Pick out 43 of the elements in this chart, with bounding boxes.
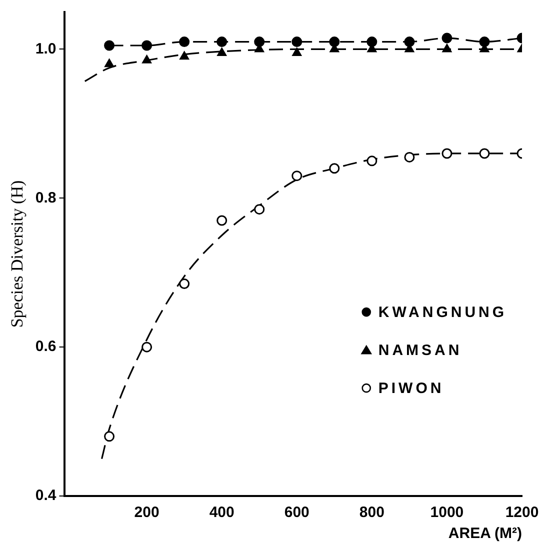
y-tick-label: 0.8 xyxy=(35,189,56,206)
legend-label: PIWON xyxy=(378,380,444,398)
point xyxy=(292,48,302,56)
x-tick-label: 400 xyxy=(209,504,234,522)
point xyxy=(292,170,302,182)
point xyxy=(329,36,340,48)
point xyxy=(217,48,226,56)
point xyxy=(104,40,115,51)
point xyxy=(179,36,190,48)
point xyxy=(479,148,490,159)
point xyxy=(104,431,115,442)
point xyxy=(404,36,415,48)
point xyxy=(180,51,189,60)
point xyxy=(179,278,190,290)
x-axis-title: AREA (M²) xyxy=(448,525,522,542)
point xyxy=(404,152,415,162)
point xyxy=(366,36,378,48)
y-tick-label: 0.6 xyxy=(35,338,56,356)
point xyxy=(329,163,340,174)
x-tick-label: 800 xyxy=(359,504,384,522)
point xyxy=(366,156,378,166)
point xyxy=(142,55,152,64)
x-tick-label: 1000 xyxy=(430,504,464,522)
point xyxy=(442,148,452,159)
y-axis-title: Species Diversity (H) xyxy=(8,180,27,328)
point xyxy=(254,36,265,48)
point xyxy=(142,40,152,51)
legend-label: NAMSAN xyxy=(378,342,462,360)
point xyxy=(292,36,302,48)
point xyxy=(442,44,452,52)
y-tick-label: 1.0 xyxy=(35,40,56,58)
y-tick-label: 0.4 xyxy=(35,487,57,504)
point xyxy=(104,58,114,68)
x-tick-label: 1200 xyxy=(505,504,539,522)
point xyxy=(442,32,452,44)
point xyxy=(254,204,265,215)
point xyxy=(216,215,228,226)
x-tick-label: 200 xyxy=(134,504,160,522)
point xyxy=(216,36,228,48)
x-tick-label: 600 xyxy=(284,504,310,522)
legend-label: KWANGNUNG xyxy=(378,304,508,322)
point xyxy=(142,342,152,352)
point xyxy=(479,36,490,48)
